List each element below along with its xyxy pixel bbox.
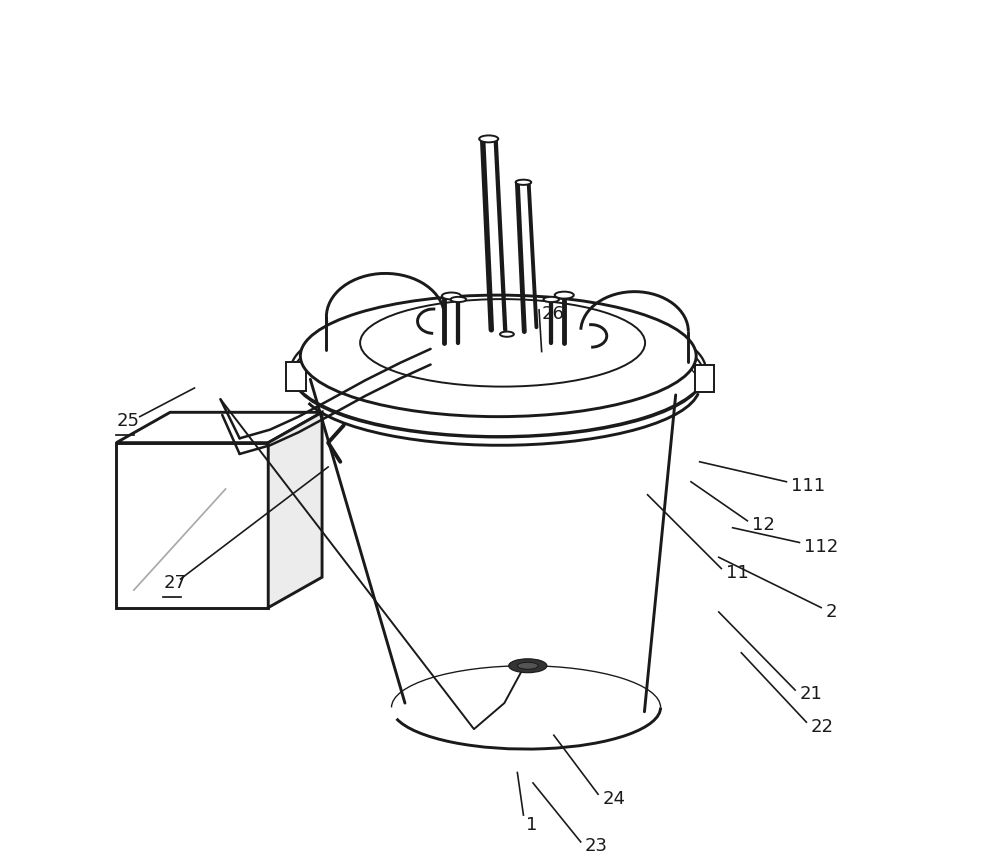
Text: 27: 27 bbox=[163, 575, 186, 592]
Ellipse shape bbox=[300, 295, 696, 417]
Polygon shape bbox=[116, 412, 322, 443]
Ellipse shape bbox=[509, 659, 547, 673]
Ellipse shape bbox=[543, 297, 559, 302]
Polygon shape bbox=[286, 362, 306, 391]
Text: 25: 25 bbox=[116, 412, 139, 430]
Polygon shape bbox=[116, 443, 268, 608]
Polygon shape bbox=[268, 412, 322, 608]
Polygon shape bbox=[695, 365, 714, 392]
Text: 11: 11 bbox=[726, 564, 748, 582]
Text: 1: 1 bbox=[526, 816, 537, 833]
Text: 24: 24 bbox=[602, 790, 625, 807]
Ellipse shape bbox=[516, 180, 531, 185]
Ellipse shape bbox=[555, 292, 574, 299]
Ellipse shape bbox=[360, 299, 645, 386]
Ellipse shape bbox=[442, 293, 461, 299]
Text: 111: 111 bbox=[791, 477, 825, 495]
Text: 26: 26 bbox=[542, 306, 565, 323]
Text: 22: 22 bbox=[811, 718, 834, 735]
Ellipse shape bbox=[479, 135, 498, 142]
Ellipse shape bbox=[517, 662, 538, 669]
Ellipse shape bbox=[451, 297, 466, 302]
Text: 21: 21 bbox=[799, 686, 822, 703]
Ellipse shape bbox=[500, 332, 514, 337]
Text: 23: 23 bbox=[585, 838, 608, 855]
Text: 12: 12 bbox=[752, 516, 775, 534]
Text: 2: 2 bbox=[825, 603, 837, 621]
Text: 112: 112 bbox=[804, 538, 838, 556]
